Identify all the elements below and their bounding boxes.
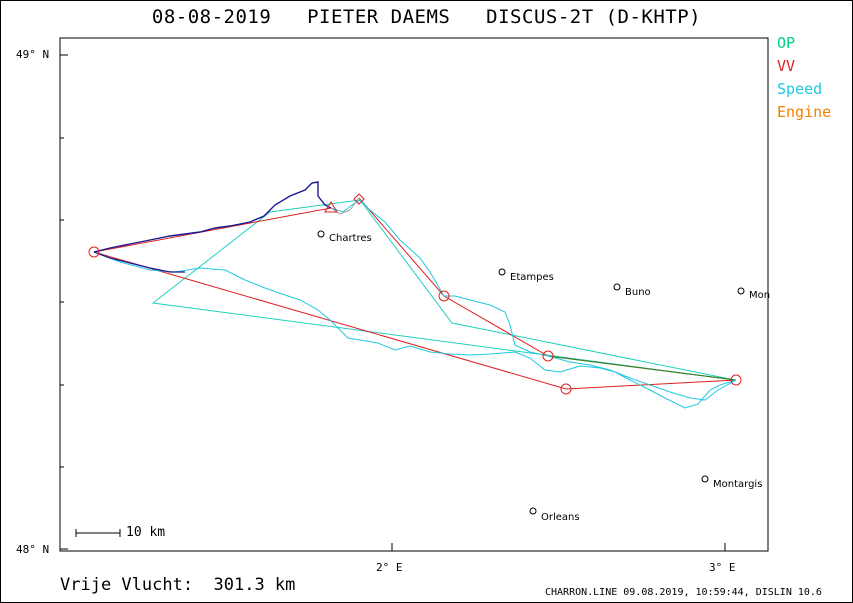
distance-label: Vrije Vlucht: 301.3 km <box>60 575 296 595</box>
map-border <box>59 37 769 552</box>
legend-speed: Speed <box>777 80 822 98</box>
finish-diamond-icon <box>353 193 365 205</box>
dark-track <box>93 181 332 253</box>
lat-ticks <box>60 54 68 550</box>
gray-track <box>330 197 360 215</box>
turnpoint-marker <box>560 383 572 395</box>
credits-label: CHARRON.LINE 09.08.2019, 10:59:44, DISLI… <box>545 587 822 598</box>
city-etampes: Etampes <box>498 268 554 283</box>
turnpoint-marker <box>542 350 554 362</box>
city-chartres: Chartres <box>317 230 372 244</box>
turnpoint-marker <box>730 374 742 386</box>
lon-ticks <box>391 543 726 551</box>
city-buno-label: Buno <box>625 287 651 298</box>
lat-top-label: 49° N <box>16 48 50 61</box>
turnpoint-marker <box>438 290 450 302</box>
legend-speed-label: Speed <box>777 80 823 98</box>
legend-op: OP <box>777 34 795 52</box>
page-title: 08-08-2019 PIETER DAEMS DISCUS-2T (D-KHT… <box>151 6 702 28</box>
city-chartres-label: Chartres <box>329 233 372 244</box>
legend-vv: VV <box>777 57 795 75</box>
city-etampes-label: Etampes <box>510 272 554 283</box>
city-montargis: Montargis <box>701 475 762 490</box>
legend-engine-label: Engine <box>777 103 832 121</box>
op-route-line <box>151 199 736 381</box>
city-mon: Mon <box>737 287 770 301</box>
legend-engine: Engine <box>777 103 831 121</box>
scale-bar <box>75 529 121 537</box>
lat-bottom-label: 48° N <box>16 543 50 556</box>
city-mon-label: Mon <box>749 290 770 301</box>
start-triangle-icon <box>324 201 338 213</box>
legend-op-label: OP <box>777 34 796 52</box>
lon-left-label: 2° E <box>376 561 403 574</box>
dark-track-return <box>93 251 185 273</box>
task-route-segment <box>547 355 737 381</box>
city-buno: Buno <box>613 283 651 298</box>
speed-track <box>93 199 737 409</box>
city-orleans: Orleans <box>529 507 580 523</box>
lon-right-label: 3° E <box>709 561 736 574</box>
legend-vv-label: VV <box>777 57 796 75</box>
city-orleans-label: Orleans <box>541 512 580 523</box>
city-montargis-label: Montargis <box>713 479 762 490</box>
turnpoint-marker <box>88 246 100 258</box>
scale-bar-label: 10 km <box>126 525 166 540</box>
